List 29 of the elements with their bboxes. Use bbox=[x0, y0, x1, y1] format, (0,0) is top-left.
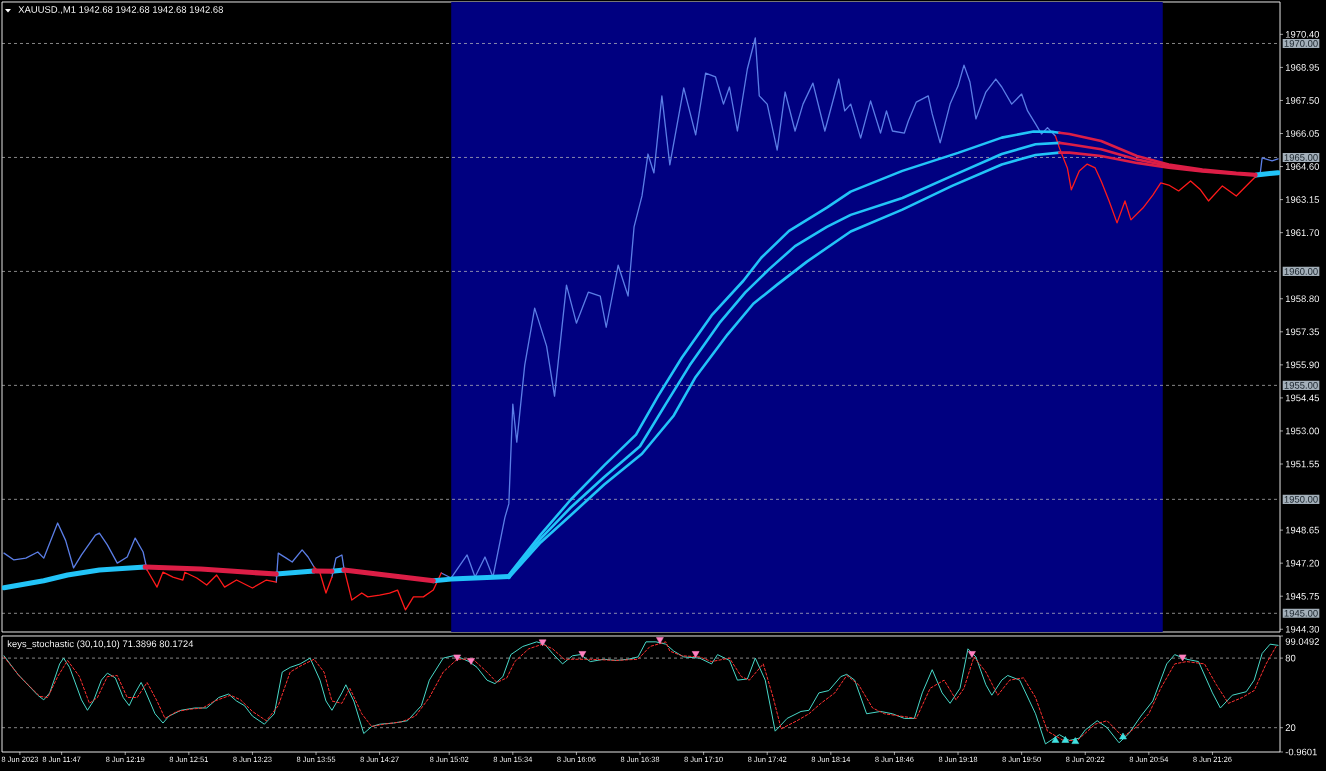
y-tick-label: 1954.45 bbox=[1285, 394, 1320, 402]
y-tick-label: 1944.30 bbox=[1285, 625, 1320, 633]
y-tick-label: 1947.20 bbox=[1285, 559, 1320, 567]
y-tick-label: 1964.60 bbox=[1285, 163, 1320, 170]
y-tick-label: 1967.50 bbox=[1285, 97, 1320, 104]
ref-line-label: 1945.00 bbox=[1284, 609, 1318, 617]
ref-line-label: 1960.00 bbox=[1284, 268, 1318, 275]
y-tick-label: 20 bbox=[1285, 724, 1296, 732]
y-tick-label: 1966.05 bbox=[1285, 130, 1320, 137]
y-tick-label: 1957.35 bbox=[1285, 328, 1320, 336]
ref-line-label: 1950.00 bbox=[1284, 495, 1318, 503]
ref-line-label: 1955.00 bbox=[1284, 382, 1318, 389]
y-tick-label: 1955.90 bbox=[1285, 361, 1320, 369]
y-tick-label: -0.9601 bbox=[1285, 748, 1317, 756]
y-tick-label: 1963.15 bbox=[1285, 196, 1320, 203]
y-tick-label: 1958.80 bbox=[1285, 295, 1320, 303]
y-tick-label: 80 bbox=[1285, 654, 1296, 662]
y-tick-label: 1968.95 bbox=[1285, 64, 1320, 71]
chart-title: XAUUSD.,M1 1942.68 1942.68 1942.68 1942.68 bbox=[18, 6, 223, 15]
y-tick-label: 1961.70 bbox=[1285, 229, 1320, 237]
y-tick-label: 1948.65 bbox=[1285, 526, 1320, 534]
y-tick-label: 99.0492 bbox=[1285, 638, 1319, 645]
ref-line-label: 1965.00 bbox=[1284, 154, 1318, 161]
y-tick-label: 1945.75 bbox=[1285, 592, 1320, 600]
chart-title: keys_stochastic (30,10,10) 71.3896 80.1724 bbox=[7, 640, 194, 650]
y-tick-label: 1951.55 bbox=[1285, 460, 1320, 468]
y-tick-label: 1970.40 bbox=[1285, 31, 1320, 38]
y-tick-label: 1953.00 bbox=[1285, 427, 1320, 435]
ref-line-label: 1970.00 bbox=[1284, 40, 1318, 47]
